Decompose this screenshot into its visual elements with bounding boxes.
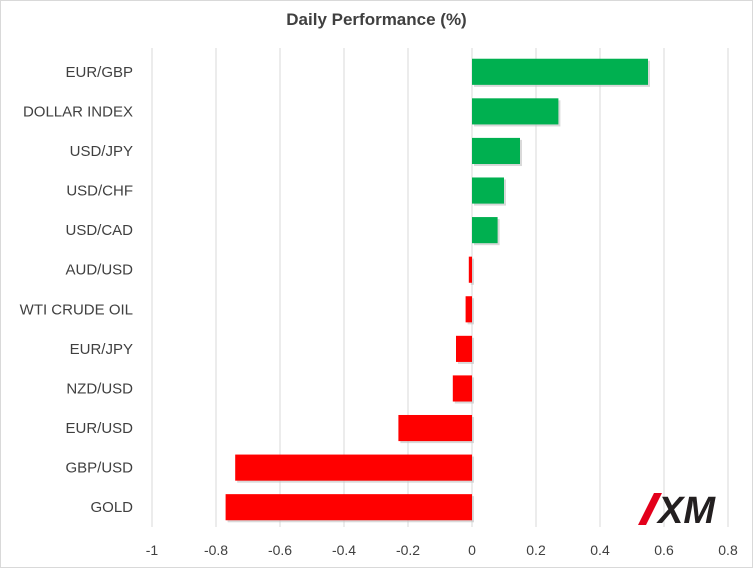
bar-5 bbox=[468, 256, 472, 283]
bar-10 bbox=[235, 454, 472, 481]
logo-text: XM bbox=[656, 491, 716, 527]
x-tick-label: 0 bbox=[468, 542, 476, 558]
category-label: EUR/JPY bbox=[70, 341, 133, 358]
category-label: EUR/GBP bbox=[65, 64, 133, 81]
x-tick-label: -0.2 bbox=[396, 542, 420, 558]
x-tick-label: 0.2 bbox=[526, 542, 546, 558]
x-tick-label: 0.4 bbox=[590, 542, 610, 558]
chart-title: Daily Performance (%) bbox=[286, 10, 467, 29]
bar-9 bbox=[398, 414, 472, 442]
bar-7 bbox=[456, 335, 472, 362]
x-tick-label: -0.6 bbox=[268, 542, 292, 558]
category-label: DOLLAR INDEX bbox=[23, 103, 133, 120]
bar-11 bbox=[225, 494, 472, 521]
bar-2 bbox=[472, 137, 520, 165]
category-label: EUR/USD bbox=[65, 420, 133, 437]
logo-red-stroke bbox=[638, 493, 662, 525]
bar-6 bbox=[465, 296, 472, 323]
x-tick-label: -0.8 bbox=[204, 542, 228, 558]
category-label: USD/CHF bbox=[66, 183, 133, 200]
bar-shadow-5 bbox=[470, 258, 474, 285]
xm-logo: XM bbox=[638, 491, 716, 527]
x-tick-label: -0.4 bbox=[332, 542, 356, 558]
x-tick-label: 0.8 bbox=[718, 542, 738, 558]
category-label: WTI CRUDE OIL bbox=[20, 301, 133, 318]
category-label: USD/CAD bbox=[65, 222, 133, 239]
x-tick-label: 0.6 bbox=[654, 542, 674, 558]
category-label: GOLD bbox=[90, 499, 133, 516]
category-label: NZD/USD bbox=[66, 380, 133, 397]
category-label: USD/JPY bbox=[70, 143, 133, 160]
bar-1 bbox=[472, 98, 559, 125]
bar-8 bbox=[452, 375, 472, 402]
category-label: GBP/USD bbox=[65, 460, 133, 477]
category-label: AUD/USD bbox=[65, 262, 133, 279]
bar-0 bbox=[472, 58, 648, 85]
bar-3 bbox=[472, 177, 504, 204]
bar-4 bbox=[472, 217, 498, 244]
x-tick-label: -1 bbox=[146, 542, 159, 558]
